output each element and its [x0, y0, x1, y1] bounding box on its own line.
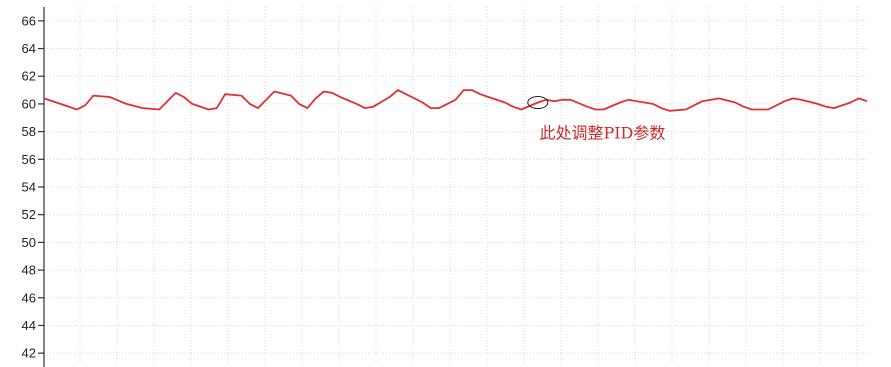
annotation-label: 此处调整PID参数 [539, 124, 665, 143]
y-tick-label: 56 [22, 152, 36, 167]
y-tick-label: 42 [22, 346, 36, 361]
annotation-circle [527, 96, 549, 110]
series-group [43, 89, 868, 112]
y-tick-label: 48 [22, 263, 36, 278]
y-tick-label: 60 [22, 96, 36, 111]
y-tick-label: 62 [22, 69, 36, 84]
y-tick-label: 54 [22, 180, 36, 195]
y-ticks: 42 44 46 48 50 52 54 56 58 60 62 64 66 [22, 13, 44, 361]
y-tick-label: 52 [22, 207, 36, 222]
y-tick-label: 66 [22, 13, 36, 28]
y-tick-label: 58 [22, 124, 36, 139]
grid-lines [44, 7, 867, 367]
y-tick-label: 44 [22, 318, 36, 333]
annotation-group: 此处调整PID参数 [527, 96, 665, 143]
series-line [43, 89, 868, 112]
y-tick-label: 50 [22, 235, 36, 250]
y-tick-label: 64 [22, 41, 36, 56]
y-tick-label: 46 [22, 290, 36, 305]
